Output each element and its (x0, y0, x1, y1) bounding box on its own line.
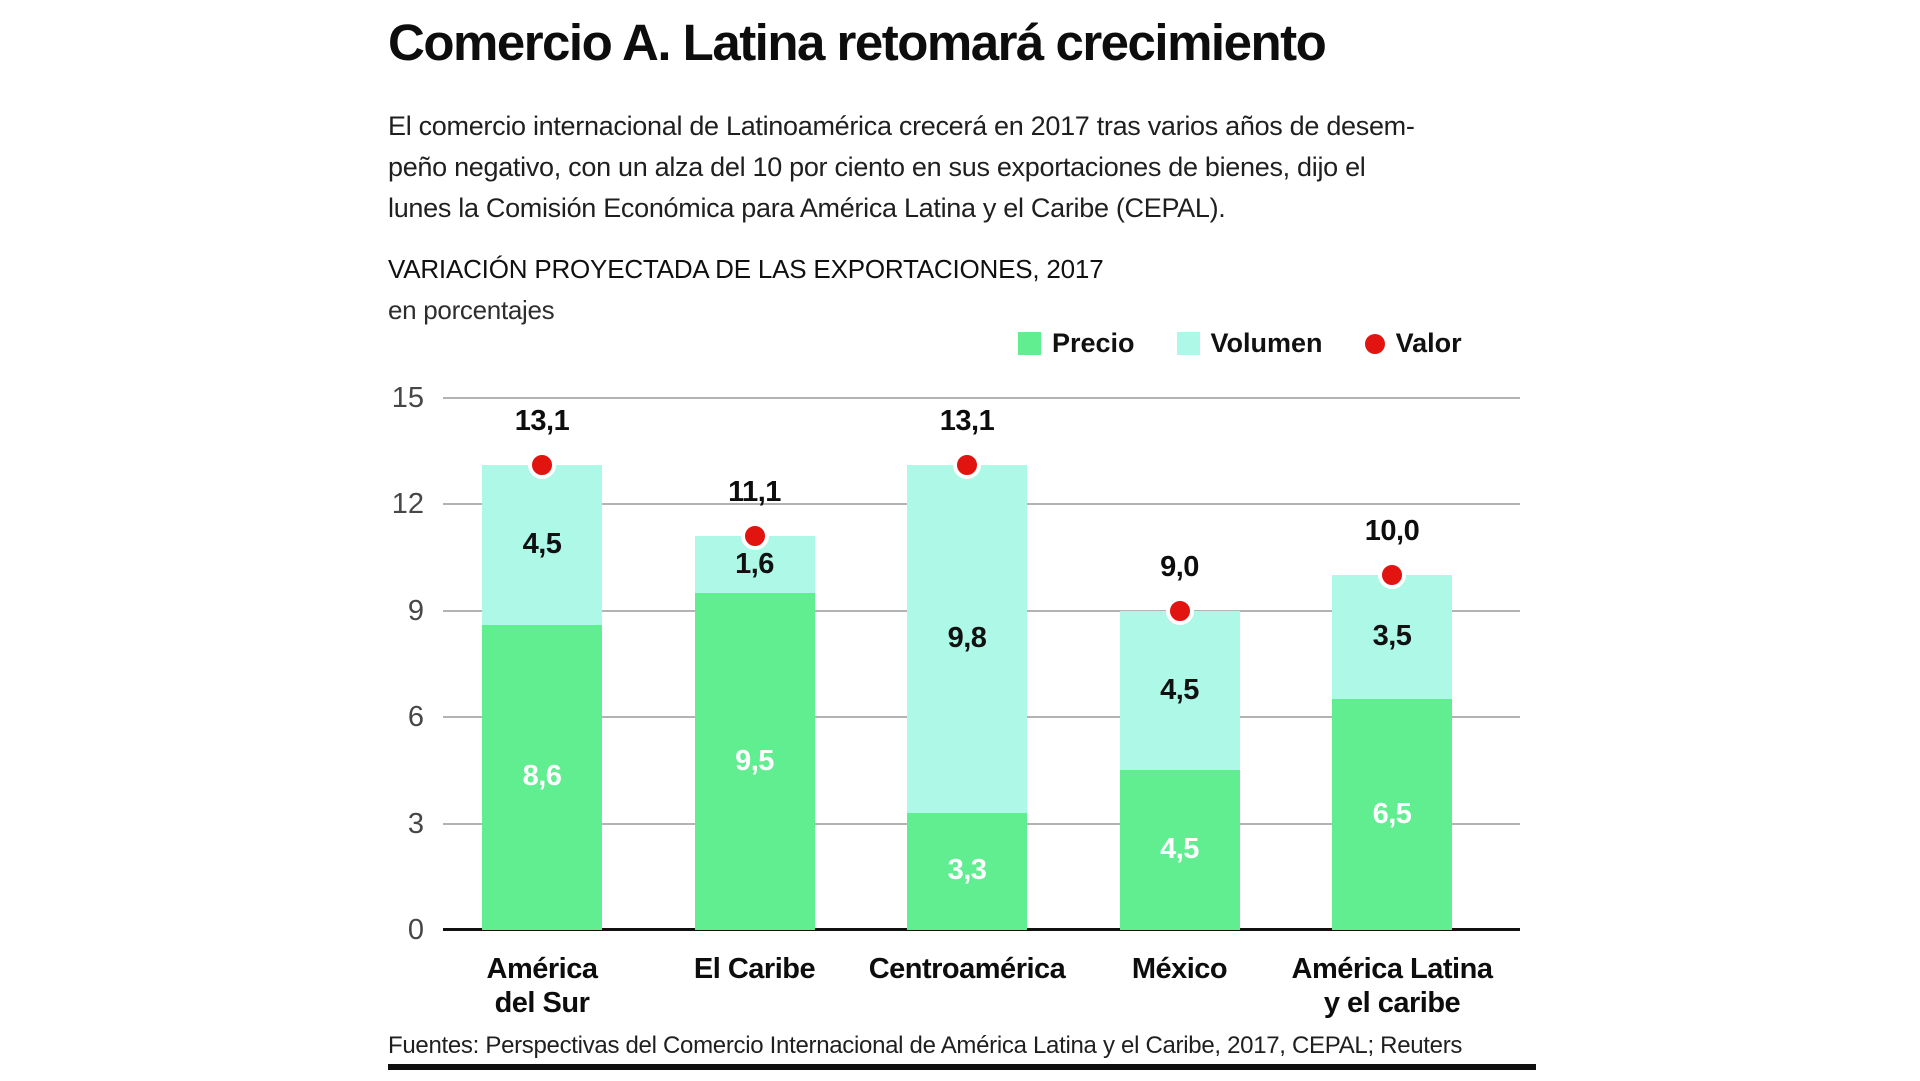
valor-total-label: 13,1 (514, 405, 570, 438)
legend-label: Precio (1052, 328, 1135, 358)
y-axis-tick-label: 12 (391, 488, 424, 521)
valor-marker-dot (953, 451, 981, 480)
bar-segment-precio (907, 812, 1027, 930)
y-axis-tick-label: 15 (391, 382, 424, 414)
bar-value-volumen: 3,5 (1372, 620, 1412, 653)
bar-value-volumen: 1,6 (735, 547, 774, 580)
bar-value-precio: 6,5 (1372, 797, 1412, 830)
category-label: América Latina y el caribe (1291, 953, 1493, 1019)
chart-legend: Precio Volumen Valor (1018, 328, 1462, 359)
category-label: Centroamérica (868, 953, 1066, 985)
bar-segment-precio (1332, 699, 1452, 930)
bottom-rule-divider (388, 1064, 1536, 1070)
legend-item-precio: Precio (1018, 328, 1135, 359)
valor-marker-dot (528, 451, 556, 480)
category-label: México (1131, 953, 1228, 985)
volumen-swatch-icon (1176, 332, 1200, 355)
chart-title: VARIACIÓN PROYECTADA DE LAS EXPORTACIONE… (388, 254, 1104, 284)
valor-total-label: 13,1 (939, 405, 995, 438)
y-axis-tick-label: 6 (407, 701, 424, 734)
bar-value-precio: 4,5 (1160, 833, 1199, 866)
valor-marker-dot (1378, 561, 1406, 590)
article-title: Comercio A. Latina retomará crecimiento (388, 14, 1327, 71)
legend-item-valor: Valor (1364, 328, 1462, 359)
bar-value-precio: 9,5 (735, 744, 774, 777)
bar-segment-volumen (907, 465, 1027, 813)
precio-swatch-icon (1018, 332, 1041, 355)
category-label: América del Sur (486, 953, 598, 1019)
legend-label: Valor (1395, 328, 1462, 358)
article-paragraph: El comercio internacional de Latinoaméri… (388, 111, 1415, 223)
valor-dot-icon (1364, 333, 1385, 354)
bar-value-volumen: 4,5 (1160, 673, 1199, 706)
bar-segment-volumen (1332, 575, 1452, 700)
category-label: El Caribe (693, 953, 816, 985)
y-axis-tick-label: 3 (407, 807, 424, 840)
bar-segment-volumen (482, 465, 602, 625)
bar-value-precio: 8,6 (522, 760, 562, 793)
gridline-15 (443, 397, 1520, 399)
legend-label: Volumen (1210, 328, 1323, 358)
bar-segment-precio (1119, 770, 1240, 930)
bar-value-volumen: 9,8 (947, 622, 987, 655)
bar-value-volumen: 4,5 (522, 528, 562, 561)
y-axis-tick-label: 0 (407, 914, 424, 946)
valor-marker-dot (740, 522, 769, 551)
bar-value-precio: 3,3 (947, 854, 987, 887)
valor-total-label: 10,0 (1364, 515, 1420, 548)
chart-plot-area: 0 3 6 9 12 15 8,6 4,5 13,1 América del Sur 9,5 1,6 1… (392, 382, 1520, 1019)
chart-source: Fuentes: Perspectivas del Comercio Inter… (388, 1032, 1463, 1059)
y-axis-tick-label: 9 (407, 594, 424, 627)
valor-total-label: 9,0 (1160, 550, 1199, 583)
bar-segment-volumen (1119, 610, 1240, 771)
bar-segment-precio (482, 625, 602, 930)
valor-marker-dot (1165, 596, 1194, 625)
chart-subtitle: en porcentajes (388, 295, 555, 325)
bar-segment-precio (694, 593, 815, 930)
valor-total-label: 11,1 (728, 476, 781, 509)
legend-item-volumen: Volumen (1176, 328, 1323, 359)
